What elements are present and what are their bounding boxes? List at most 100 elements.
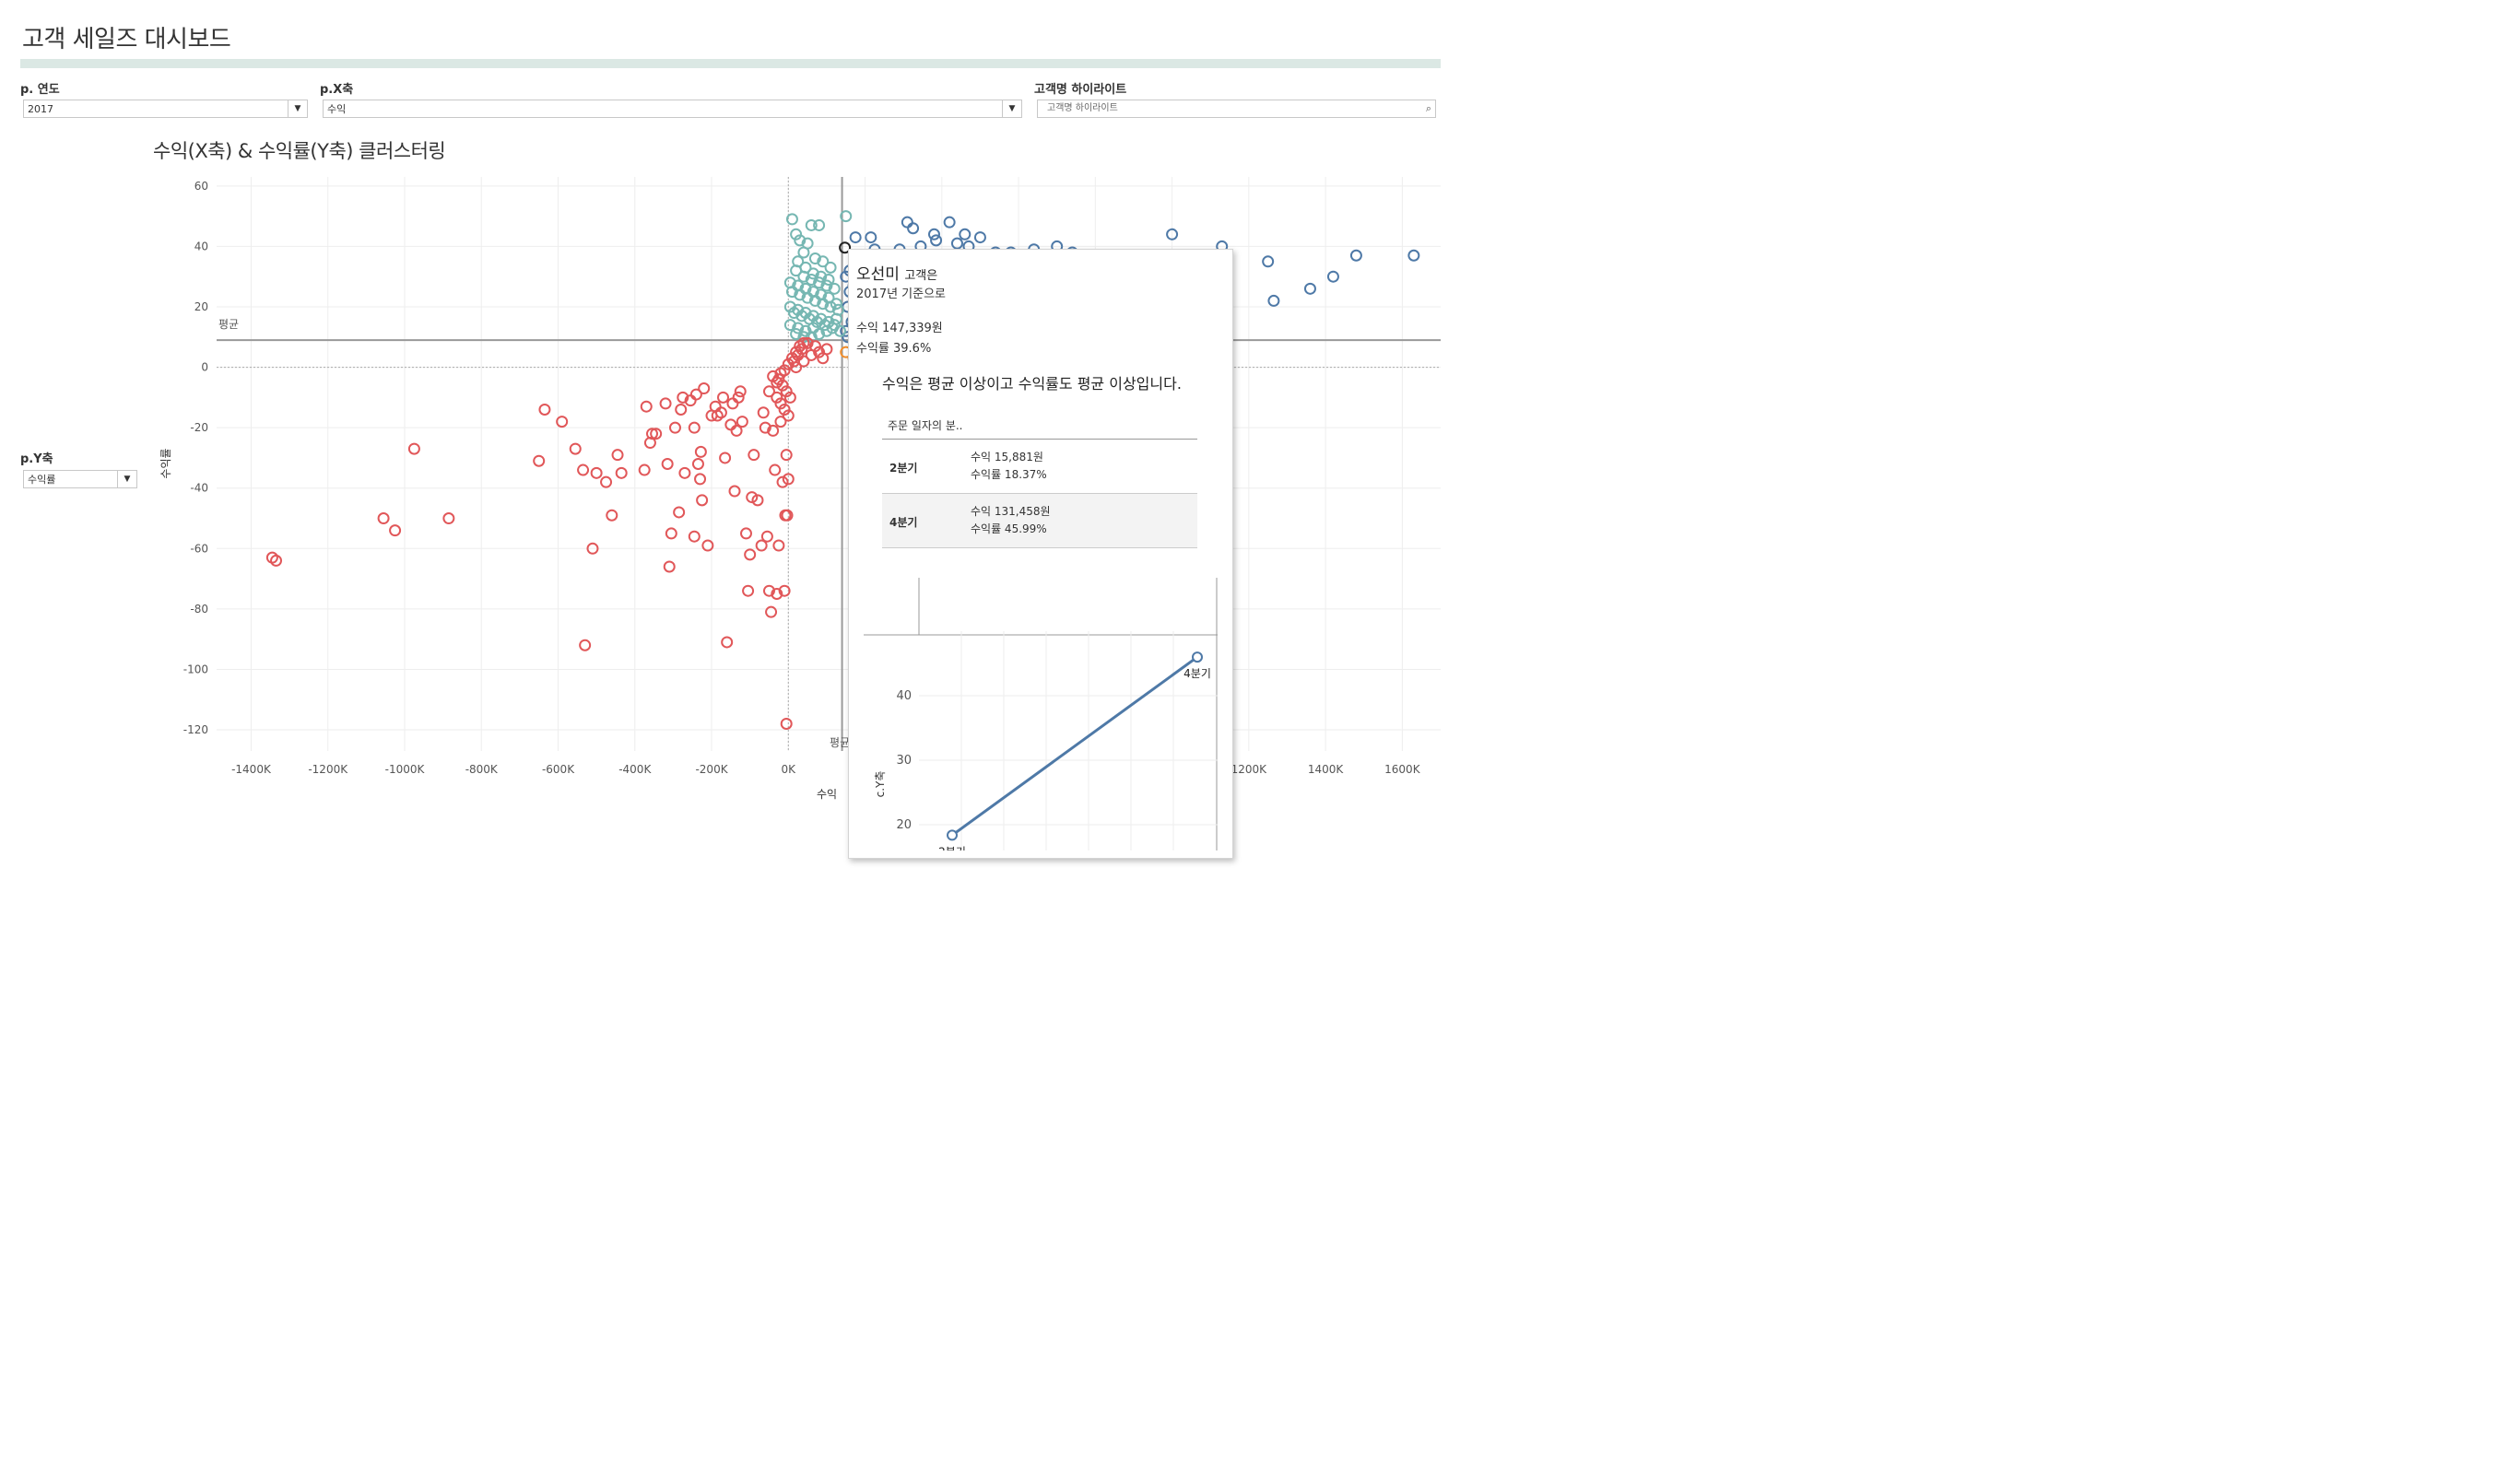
data-point-q3 (678, 466, 691, 479)
data-point-q3 (790, 361, 803, 374)
data-point-q3 (742, 584, 755, 597)
data-point-q1 (950, 237, 963, 250)
data-point-q2 (783, 319, 796, 332)
y-tick-label: -60 (190, 542, 208, 555)
data-point-q2 (824, 261, 837, 274)
data-point-q2 (792, 255, 805, 268)
axis-ticks: -1400K -1200K -1000K -800K -600K -400K -200K 0K… (183, 180, 1421, 776)
mini-grid-lines (864, 578, 1218, 850)
x-tick-label: -600K (542, 763, 575, 776)
table-row: 4분기 수익 131,458원 수익률 45.99% (882, 494, 1197, 548)
mini-point-label: 2분기 (938, 845, 966, 850)
data-point-q2 (794, 234, 807, 247)
zero-reference-lines (217, 177, 1441, 751)
data-point-q1 (1349, 249, 1362, 262)
data-point-q3 (675, 403, 688, 416)
highlighted-data-point (839, 241, 852, 254)
data-point-q3 (792, 348, 805, 361)
y-axis-param-label: p.Y축 (20, 452, 53, 466)
data-point-q3 (606, 509, 618, 522)
data-point-q1 (943, 216, 956, 229)
search-icon[interactable]: ⌕ (1425, 102, 1431, 114)
highlight-placeholder: 고객명 하이라이트 (1047, 103, 1118, 113)
data-point-q3 (772, 373, 785, 386)
data-point-q3 (762, 385, 775, 398)
data-point-q1 (901, 216, 913, 229)
data-point-q3 (694, 445, 707, 458)
data-point-q3 (270, 554, 283, 567)
data-point-q3 (748, 449, 760, 462)
data-point-q3 (751, 494, 764, 507)
data-point-q2 (822, 273, 835, 286)
data-point-q2 (840, 210, 853, 223)
data-point-q3 (780, 717, 793, 730)
mini-line-marks: 40 30 20 2분기 4분기 (896, 651, 1211, 850)
quarter-table-header: 주문 일자의 분.. (882, 414, 1197, 440)
data-point-q3 (668, 421, 681, 434)
data-point-q3 (611, 449, 624, 462)
data-point-q3 (801, 336, 814, 349)
data-point-q3 (442, 512, 455, 525)
data-point-q1 (1407, 249, 1420, 262)
data-point-q3 (701, 539, 714, 552)
y-tick-label: -120 (183, 723, 208, 736)
data-point-q3 (721, 636, 734, 649)
mini-y-axis-title: c.Y축 (874, 771, 887, 798)
data-point-q2 (807, 310, 819, 323)
x-tick-label: 1600K (1384, 763, 1421, 776)
data-point-q2 (813, 218, 826, 231)
data-point-q3 (808, 340, 821, 353)
mini-point-label: 4분기 (1183, 667, 1211, 680)
x-tick-label: -800K (465, 763, 499, 776)
title-underline (20, 59, 1441, 68)
data-point-q2 (807, 322, 819, 334)
data-point-q2 (799, 261, 812, 274)
data-point-q2 (790, 228, 803, 240)
data-point-q3 (407, 442, 420, 455)
data-point-q3 (728, 485, 741, 498)
data-point-q2 (792, 322, 805, 334)
data-point-q3 (579, 639, 592, 651)
data-point-q3 (778, 364, 791, 377)
dashboard-title: 고객 세일즈 대시보드 (22, 26, 231, 53)
x-axis-dropdown[interactable]: 수익 ▼ (323, 100, 1022, 118)
data-point-q3 (769, 463, 782, 476)
tooltip-period: 2017년 기준으로 (856, 287, 947, 301)
data-point-q3 (778, 403, 791, 416)
year-dropdown[interactable]: 2017 ▼ (23, 100, 308, 118)
data-point-q2 (822, 291, 835, 304)
data-point-q3 (688, 421, 701, 434)
data-point-q2 (799, 282, 812, 295)
data-point-q3 (736, 416, 748, 428)
y-axis-dropdown[interactable]: 수익률 ▼ (23, 470, 137, 488)
data-point-q1 (1303, 282, 1316, 295)
data-point-q1 (1267, 294, 1280, 307)
x-axis-title: 수익 (817, 788, 837, 801)
customer-tooltip: 오선미 고객은 2017년 기준으로 수익 147,339원 수익률 39.6%… (848, 249, 1233, 859)
x-tick-label: 0K (782, 763, 797, 776)
y-axis-title: 수익률 (159, 448, 172, 478)
data-point-q3 (783, 391, 796, 404)
chevron-down-icon[interactable]: ▼ (117, 471, 136, 487)
data-point-q1 (973, 231, 986, 244)
data-point-q3 (663, 560, 676, 573)
highlight-search-input[interactable]: 고객명 하이라이트 ⌕ (1037, 100, 1436, 118)
data-point-q1 (930, 234, 943, 247)
data-point-q3 (780, 385, 793, 398)
x-tick-label: 1400K (1308, 763, 1345, 776)
chevron-down-icon[interactable]: ▼ (1002, 100, 1021, 117)
data-point-q3 (771, 391, 783, 404)
data-point-q3 (772, 539, 785, 552)
data-point-q2 (799, 307, 812, 320)
tooltip-profit: 수익 147,339원 (856, 322, 943, 335)
x-tick-label: 1200K (1231, 763, 1268, 776)
y-tick-label: -80 (190, 603, 208, 616)
data-point-q3 (615, 466, 628, 479)
x-tick-label: -1200K (308, 763, 348, 776)
chevron-down-icon[interactable]: ▼ (288, 100, 307, 117)
data-point-q3 (732, 391, 745, 404)
data-point-q2 (807, 286, 819, 299)
data-point-q3 (817, 352, 830, 365)
data-point-q2 (830, 298, 842, 311)
data-point-q3 (586, 542, 599, 555)
